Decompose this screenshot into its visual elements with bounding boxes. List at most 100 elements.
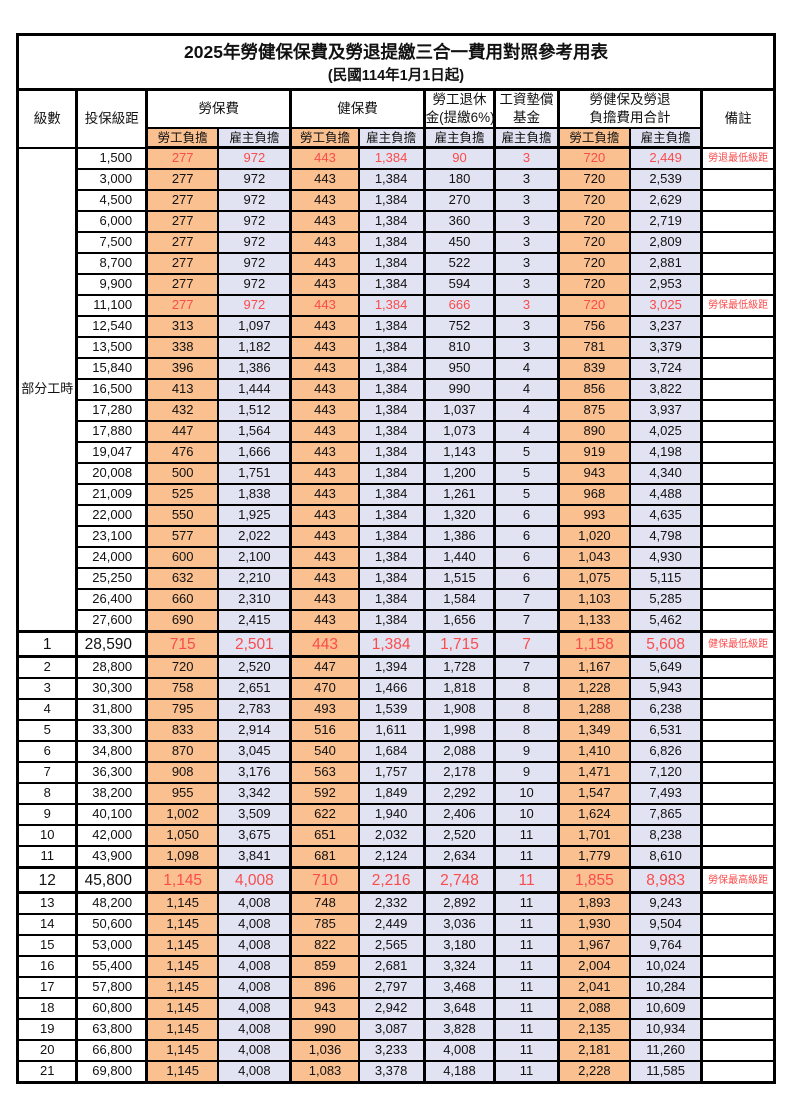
total-employer-cell: 5,285 [629, 588, 703, 612]
table-row: 24,000 600 2,100 443 1,384 1,440 6 1,043 4,930 [18, 546, 776, 570]
labor-employee-cell: 432 [145, 399, 220, 423]
remark-cell [700, 357, 776, 381]
wage-fund-cell: 6 [493, 504, 560, 528]
pension-cell: 522 [422, 252, 496, 276]
wage-fund-cell: 11 [493, 913, 560, 937]
total-employer-cell: 4,930 [629, 546, 703, 570]
salary-cell: 22,000 [75, 504, 148, 528]
table-row: 27,600 690 2,415 443 1,384 1,656 7 1,133 5,462 [18, 609, 776, 633]
pension-cell: 2,634 [422, 845, 496, 869]
table-row: 25,250 632 2,210 443 1,384 1,515 6 1,075 5,115 [18, 567, 776, 591]
wage-fund-cell: 4 [493, 420, 560, 444]
health-employee-cell: 443 [289, 252, 360, 276]
remark-cell [700, 976, 776, 1000]
health-employee-cell: 443 [289, 399, 360, 423]
health-employer-cell: 1,384 [357, 441, 426, 465]
labor-employee-cell: 690 [145, 609, 220, 633]
remark-cell [700, 420, 776, 444]
wage-fund-cell: 7 [493, 630, 560, 659]
remark-cell [700, 525, 776, 549]
health-employer-cell: 1,757 [357, 761, 426, 785]
labor-employer-cell: 3,176 [217, 761, 292, 785]
level-cell: 18 [16, 997, 78, 1021]
pension-cell: 2,292 [422, 782, 496, 806]
table-row: 9 40,100 1,002 3,509 622 1,940 2,406 10 1,624 7,8… [16, 803, 776, 827]
total-employee-cell: 720 [556, 210, 631, 234]
health-employer-cell: 1,684 [357, 740, 426, 764]
health-employer-cell: 1,384 [357, 630, 426, 659]
health-employee-cell: 447 [289, 655, 360, 680]
pension-cell: 1,037 [422, 399, 496, 423]
remark-cell [700, 273, 776, 297]
remark-cell [700, 845, 776, 869]
labor-employer-cell: 2,310 [217, 588, 292, 612]
table-row: 8,700 277 972 443 1,384 522 3 720 2,881 [18, 252, 776, 276]
labor-employer-cell: 2,914 [217, 719, 292, 743]
remark-cell [700, 891, 776, 916]
total-employee-cell: 1,133 [556, 609, 631, 633]
table-row: 7,500 277 972 443 1,384 450 3 720 2,809 [18, 231, 776, 255]
salary-cell: 69,800 [75, 1060, 148, 1084]
remark-cell [700, 399, 776, 423]
health-employer-cell: 1,539 [357, 698, 426, 722]
wage-fund-cell: 11 [493, 1018, 560, 1042]
table-row: 15,840 396 1,386 443 1,384 950 4 839 3,724 [18, 357, 776, 381]
wage-fund-cell: 4 [493, 357, 560, 381]
health-employee-cell: 443 [289, 146, 360, 171]
health-employee-cell: 443 [289, 609, 360, 633]
wage-fund-cell: 5 [493, 483, 560, 507]
health-employer-cell: 2,942 [357, 997, 426, 1021]
total-employee-cell: 1,103 [556, 588, 631, 612]
header-wage-fund: 工資墊償 基金 [493, 88, 560, 130]
labor-employer-cell: 3,841 [217, 845, 292, 869]
level-cell: 14 [16, 913, 78, 937]
salary-cell: 43,900 [75, 845, 148, 869]
remark-cell [700, 1018, 776, 1042]
total-employee-cell: 856 [556, 378, 631, 402]
total-employee-cell: 2,041 [556, 976, 631, 1000]
header-labor-employer: 雇主負擔 [217, 127, 292, 150]
pension-cell: 3,468 [422, 976, 496, 1000]
wage-fund-cell: 4 [493, 399, 560, 423]
remark-cell [700, 740, 776, 764]
labor-employee-cell: 413 [145, 378, 220, 402]
health-employee-cell: 443 [289, 567, 360, 591]
total-employer-cell: 8,610 [629, 845, 703, 869]
health-employer-cell: 2,032 [357, 824, 426, 848]
total-employee-cell: 1,043 [556, 546, 631, 570]
wage-fund-cell: 6 [493, 567, 560, 591]
salary-cell: 23,100 [75, 525, 148, 549]
total-employer-cell: 8,238 [629, 824, 703, 848]
health-employee-cell: 859 [289, 955, 360, 979]
total-employee-cell: 1,547 [556, 782, 631, 806]
header-wage-fund-line1: 工資墊償 [499, 92, 554, 107]
table-row: 部分工時 1,500 277 972 443 1,384 90 3 720 2,449 勞退最低級距 [16, 146, 776, 633]
wage-fund-cell: 3 [493, 168, 560, 192]
labor-employer-cell: 2,100 [217, 546, 292, 570]
pension-cell: 2,520 [422, 824, 496, 848]
salary-cell: 53,000 [75, 934, 148, 958]
total-employee-cell: 756 [556, 315, 631, 339]
total-employer-cell: 7,493 [629, 782, 703, 806]
labor-employer-cell: 4,008 [217, 1039, 292, 1063]
level-cell: 4 [16, 698, 78, 722]
wage-fund-cell: 3 [493, 273, 560, 297]
total-employer-cell: 2,953 [629, 273, 703, 297]
labor-employee-cell: 338 [145, 336, 220, 360]
pension-cell: 4,008 [422, 1039, 496, 1063]
health-employer-cell: 1,384 [357, 588, 426, 612]
health-employer-cell: 1,384 [357, 252, 426, 276]
wage-fund-cell: 11 [493, 1060, 560, 1084]
salary-cell: 24,000 [75, 546, 148, 570]
pension-cell: 1,143 [422, 441, 496, 465]
wage-fund-cell: 11 [493, 866, 560, 895]
labor-employer-cell: 4,008 [217, 997, 292, 1021]
salary-cell: 11,100 [75, 294, 148, 318]
page-subtitle: (民國114年1月1日起) [327, 67, 465, 84]
labor-employer-cell: 972 [217, 273, 292, 297]
labor-employer-cell: 3,342 [217, 782, 292, 806]
remark-cell [700, 609, 776, 633]
health-employer-cell: 2,124 [357, 845, 426, 869]
health-employer-cell: 3,087 [357, 1018, 426, 1042]
health-employee-cell: 443 [289, 273, 360, 297]
